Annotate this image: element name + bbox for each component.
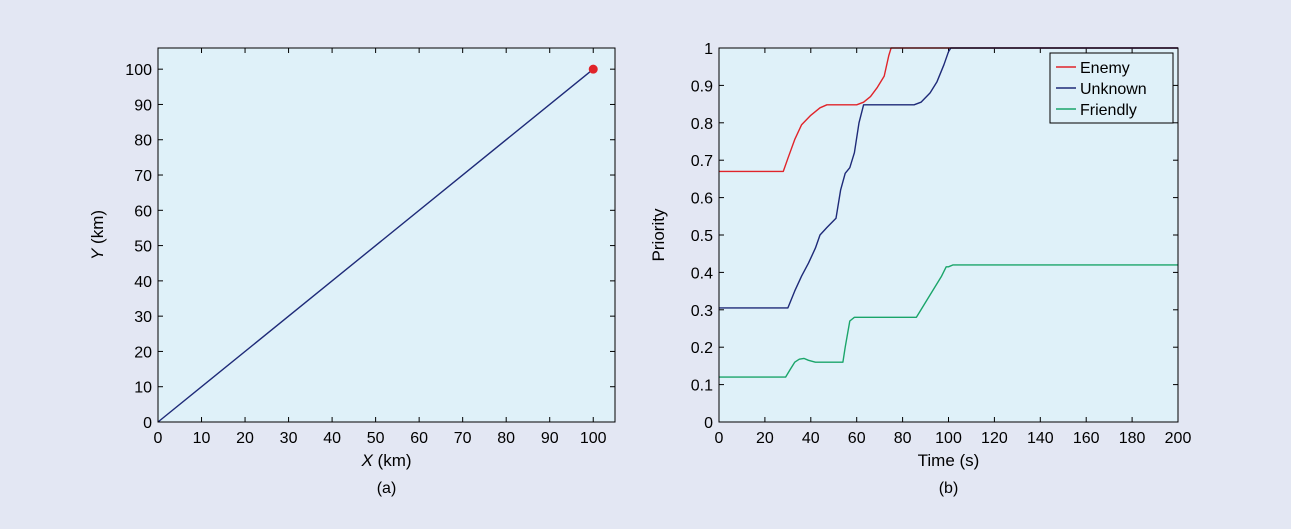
x-tick-label-a-7: 70	[454, 430, 472, 447]
x-tick-label-a-0: 0	[154, 430, 163, 447]
y-tick-label-b-10: 1	[704, 41, 713, 58]
x-axis-label-unit-a: (km)	[373, 451, 412, 470]
legend-label-unknown: Unknown	[1080, 81, 1147, 98]
y-tick-label-a-10: 100	[125, 62, 152, 79]
legend-label-friendly: Friendly	[1080, 102, 1137, 119]
x-tick-label-a-2: 20	[236, 430, 254, 447]
x-tick-label-a-10: 100	[580, 430, 607, 447]
y-tick-label-a-5: 50	[134, 239, 152, 256]
legend: Enemy Unknown Friendly	[1050, 53, 1173, 123]
y-tick-label-b-6: 0.6	[691, 191, 713, 208]
y-tick-label-b-4: 0.4	[691, 265, 713, 282]
x-tick-label-a-1: 10	[193, 430, 211, 447]
x-axis-label-b: Time (s)	[918, 451, 980, 470]
x-tick-label-b-4: 80	[894, 430, 912, 447]
x-axis-label-a: X (km)	[360, 451, 411, 470]
y-axis-label-a: Y (km)	[88, 210, 107, 260]
y-tick-label-a-8: 80	[134, 133, 152, 150]
y-tick-label-a-6: 60	[134, 203, 152, 220]
x-tick-label-a-8: 80	[497, 430, 515, 447]
x-tick-label-b-3: 60	[848, 430, 866, 447]
y-tick-label-a-0: 0	[143, 415, 152, 432]
y-tick-label-b-7: 0.7	[691, 153, 713, 170]
x-tick-label-a-3: 30	[280, 430, 298, 447]
y-tick-label-a-9: 90	[134, 97, 152, 114]
y-tick-label-a-1: 10	[134, 380, 152, 397]
x-tick-label-b-2: 40	[802, 430, 820, 447]
panel-label-a: (a)	[377, 480, 397, 497]
x-tick-label-b-9: 180	[1119, 430, 1146, 447]
y-tick-label-b-5: 0.5	[691, 228, 713, 245]
y-tick-label-a-7: 70	[134, 168, 152, 185]
x-tick-label-b-6: 120	[981, 430, 1008, 447]
y-tick-label-a-4: 40	[134, 274, 152, 291]
x-tick-label-a-4: 40	[323, 430, 341, 447]
y-tick-label-b-0: 0	[704, 415, 713, 432]
x-tick-label-b-7: 140	[1027, 430, 1054, 447]
y-tick-label-b-3: 0.3	[691, 303, 713, 320]
x-tick-label-b-8: 160	[1073, 430, 1100, 447]
x-tick-label-a-6: 60	[410, 430, 428, 447]
y-axis-label-unit-a: (km)	[88, 210, 107, 249]
y-tick-label-b-2: 0.2	[691, 340, 713, 357]
x-tick-label-b-5: 100	[935, 430, 962, 447]
y-tick-label-a-2: 20	[134, 344, 152, 361]
y-tick-label-b-8: 0.8	[691, 116, 713, 133]
x-axis-label-var-a: X	[360, 451, 373, 470]
y-tick-label-a-3: 30	[134, 309, 152, 326]
y-tick-label-b-1: 0.1	[691, 378, 713, 395]
x-tick-label-b-0: 0	[715, 430, 724, 447]
y-axis-label-b: Priority	[649, 208, 668, 261]
x-tick-label-b-10: 200	[1165, 430, 1192, 447]
x-tick-label-a-5: 50	[367, 430, 385, 447]
x-tick-label-b-1: 20	[756, 430, 774, 447]
x-tick-label-a-9: 90	[541, 430, 559, 447]
legend-label-enemy: Enemy	[1080, 60, 1130, 77]
y-tick-label-b-9: 0.9	[691, 78, 713, 95]
panel-label-b: (b)	[939, 480, 959, 497]
data-point-a-0	[589, 65, 598, 74]
